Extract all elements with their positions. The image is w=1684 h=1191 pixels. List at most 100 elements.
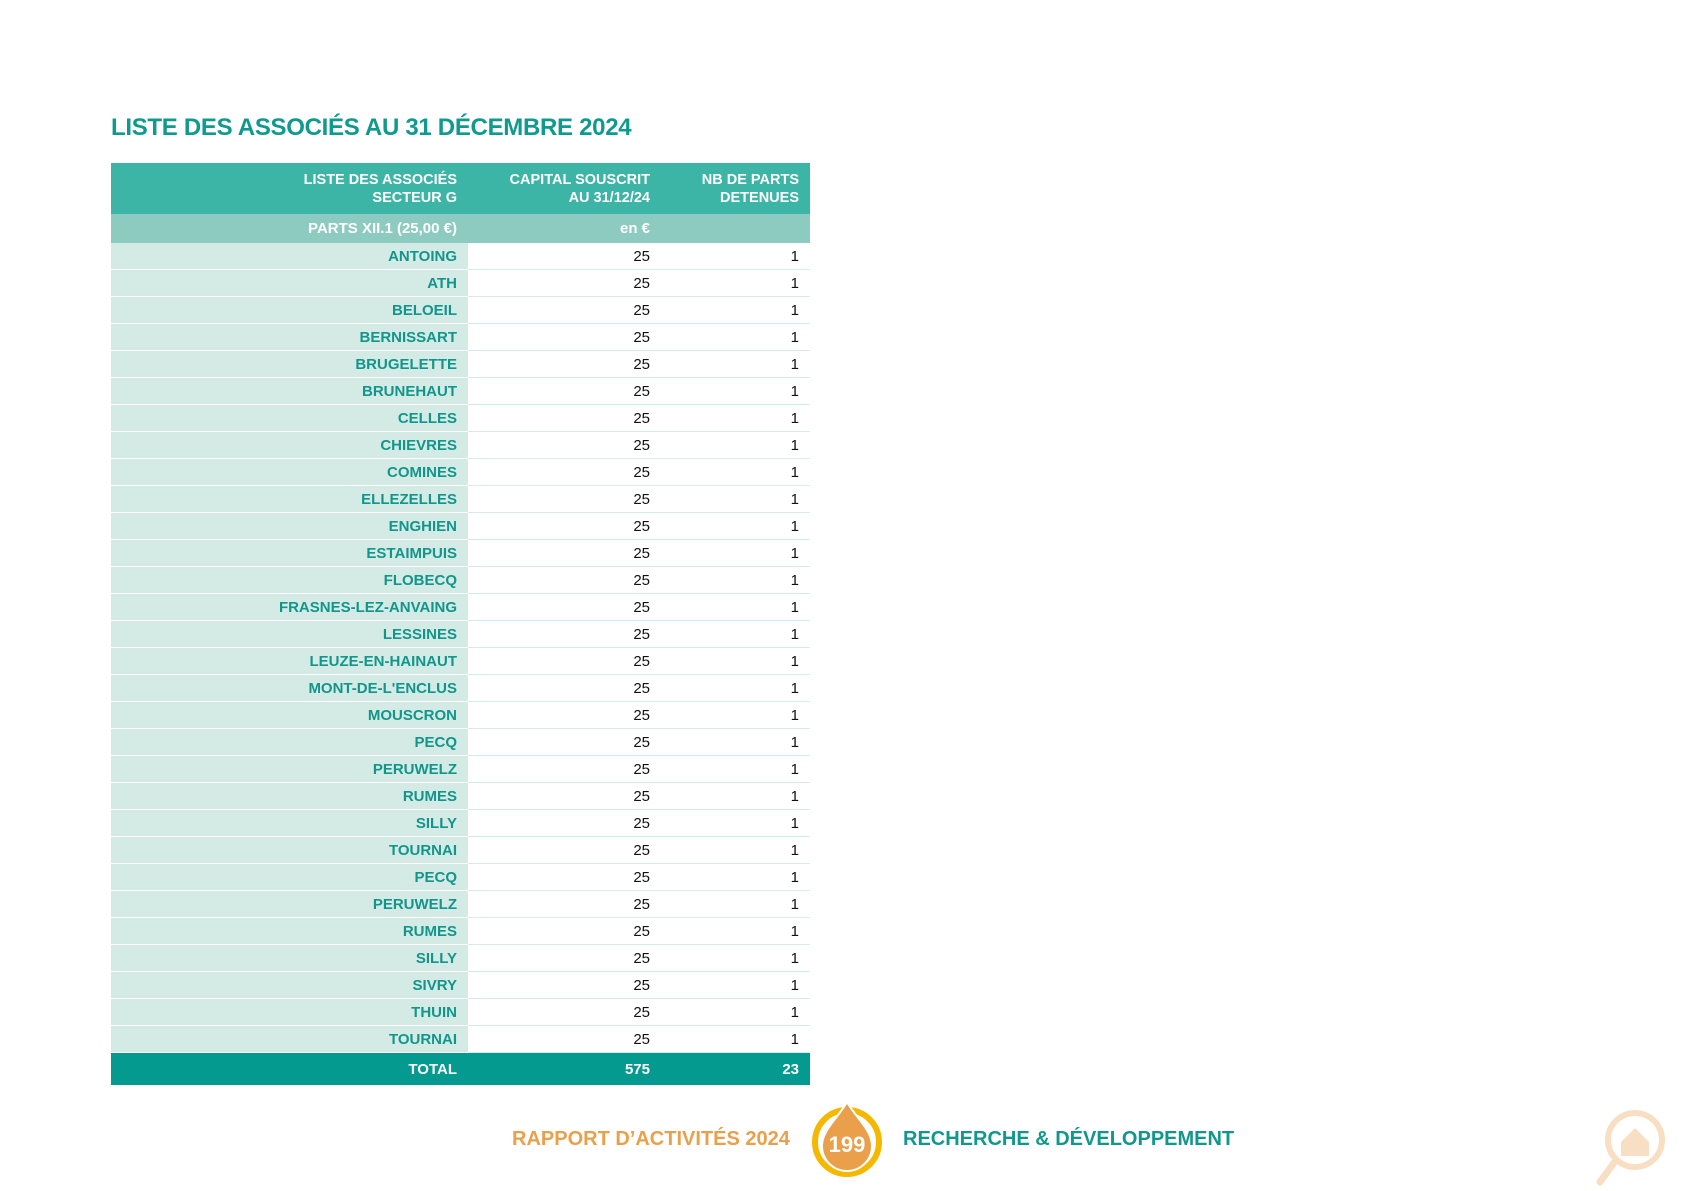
table-subheader: PARTS XII.1 (25,00 €) en €	[111, 214, 810, 243]
shares-value: 1	[661, 269, 810, 297]
associate-name: LESSINES	[111, 620, 468, 648]
table-row: PERUWELZ 25 1	[111, 755, 810, 783]
capital-value: 25	[468, 243, 661, 270]
table-row: ENGHIEN 25 1	[111, 512, 810, 540]
shares-value: 1	[661, 566, 810, 594]
capital-value: 25	[468, 269, 661, 297]
capital-value: 25	[468, 1025, 661, 1053]
subheader-parts: PARTS XII.1 (25,00 €)	[111, 214, 468, 243]
capital-value: 25	[468, 485, 661, 513]
associate-name: MOUSCRON	[111, 701, 468, 729]
total-row: TOTAL 575 23	[111, 1052, 810, 1085]
search-house-icon	[1596, 1110, 1665, 1186]
table-row: FRASNES-LEZ-ANVAING 25 1	[111, 593, 810, 621]
table-row: MONT-DE-L'ENCLUS 25 1	[111, 674, 810, 702]
table-row: PECQ 25 1	[111, 728, 810, 756]
capital-value: 25	[468, 701, 661, 729]
total-capital: 575	[468, 1052, 661, 1085]
table-row: BRUGELETTE 25 1	[111, 350, 810, 378]
shares-value: 1	[661, 404, 810, 432]
table-row: LESSINES 25 1	[111, 620, 810, 648]
shares-value: 1	[661, 323, 810, 351]
associate-name: SILLY	[111, 809, 468, 837]
table-row: ELLEZELLES 25 1	[111, 485, 810, 513]
subheader-unit: en €	[468, 214, 661, 243]
capital-value: 25	[468, 593, 661, 621]
table-row: TOURNAI 25 1	[111, 1025, 810, 1053]
capital-value: 25	[468, 890, 661, 918]
associate-name: PERUWELZ	[111, 890, 468, 918]
shares-value: 1	[661, 674, 810, 702]
capital-value: 25	[468, 755, 661, 783]
associate-name: BRUGELETTE	[111, 350, 468, 378]
table-row: SIVRY 25 1	[111, 971, 810, 999]
capital-value: 25	[468, 998, 661, 1026]
table-row: BELOEIL 25 1	[111, 296, 810, 324]
shares-value: 1	[661, 917, 810, 945]
table-row: BERNISSART 25 1	[111, 323, 810, 351]
shares-value: 1	[661, 296, 810, 324]
associate-name: LEUZE-EN-HAINAUT	[111, 647, 468, 675]
table-row: RUMES 25 1	[111, 917, 810, 945]
shares-value: 1	[661, 863, 810, 891]
capital-value: 25	[468, 917, 661, 945]
capital-value: 25	[468, 809, 661, 837]
shares-value: 1	[661, 809, 810, 837]
table-row: TOURNAI 25 1	[111, 836, 810, 864]
shares-value: 1	[661, 1025, 810, 1053]
table-header: LISTE DES ASSOCIÉS SECTEUR G CAPITAL SOUS…	[111, 163, 810, 214]
capital-value: 25	[468, 539, 661, 567]
shares-value: 1	[661, 647, 810, 675]
header-associates: LISTE DES ASSOCIÉS SECTEUR G	[111, 163, 468, 214]
table-row: COMINES 25 1	[111, 458, 810, 486]
capital-value: 25	[468, 323, 661, 351]
table-row: THUIN 25 1	[111, 998, 810, 1026]
page-title: LISTE DES ASSOCIÉS AU 31 DÉCEMBRE 2024	[111, 114, 632, 141]
shares-value: 1	[661, 350, 810, 378]
total-shares: 23	[661, 1052, 810, 1085]
shares-value: 1	[661, 890, 810, 918]
associate-name: MONT-DE-L'ENCLUS	[111, 674, 468, 702]
shares-value: 1	[661, 458, 810, 486]
footer-report-title: RAPPORT D’ACTIVITÉS 2024	[512, 1128, 790, 1150]
associate-name: BRUNEHAUT	[111, 377, 468, 405]
capital-value: 25	[468, 350, 661, 378]
associate-name: ESTAIMPUIS	[111, 539, 468, 567]
associate-name: PECQ	[111, 863, 468, 891]
associate-name: TOURNAI	[111, 836, 468, 864]
associate-name: PERUWELZ	[111, 755, 468, 783]
associate-name: RUMES	[111, 917, 468, 945]
capital-value: 25	[468, 647, 661, 675]
table-row: SILLY 25 1	[111, 944, 810, 972]
table-row: LEUZE-EN-HAINAUT 25 1	[111, 647, 810, 675]
associate-name: COMINES	[111, 458, 468, 486]
table-row: FLOBECQ 25 1	[111, 566, 810, 594]
table-row: PERUWELZ 25 1	[111, 890, 810, 918]
table-row: CELLES 25 1	[111, 404, 810, 432]
capital-value: 25	[468, 566, 661, 594]
associate-name: FRASNES-LEZ-ANVAING	[111, 593, 468, 621]
table-row: ESTAIMPUIS 25 1	[111, 539, 810, 567]
associate-name: SILLY	[111, 944, 468, 972]
capital-value: 25	[468, 944, 661, 972]
associates-table: LISTE DES ASSOCIÉS SECTEUR G CAPITAL SOUS…	[111, 163, 810, 1085]
associate-name: PECQ	[111, 728, 468, 756]
shares-value: 1	[661, 971, 810, 999]
table-row: ATH 25 1	[111, 269, 810, 297]
shares-value: 1	[661, 944, 810, 972]
capital-value: 25	[468, 377, 661, 405]
table-row: BRUNEHAUT 25 1	[111, 377, 810, 405]
capital-value: 25	[468, 296, 661, 324]
capital-value: 25	[468, 404, 661, 432]
table-row: MOUSCRON 25 1	[111, 701, 810, 729]
associate-name: THUIN	[111, 998, 468, 1026]
shares-value: 1	[661, 701, 810, 729]
shares-value: 1	[661, 620, 810, 648]
associate-name: ATH	[111, 269, 468, 297]
associate-name: TOURNAI	[111, 1025, 468, 1053]
associate-name: BELOEIL	[111, 296, 468, 324]
shares-value: 1	[661, 512, 810, 540]
associate-name: ENGHIEN	[111, 512, 468, 540]
table-row: PECQ 25 1	[111, 863, 810, 891]
associate-name: ANTOING	[111, 243, 468, 270]
